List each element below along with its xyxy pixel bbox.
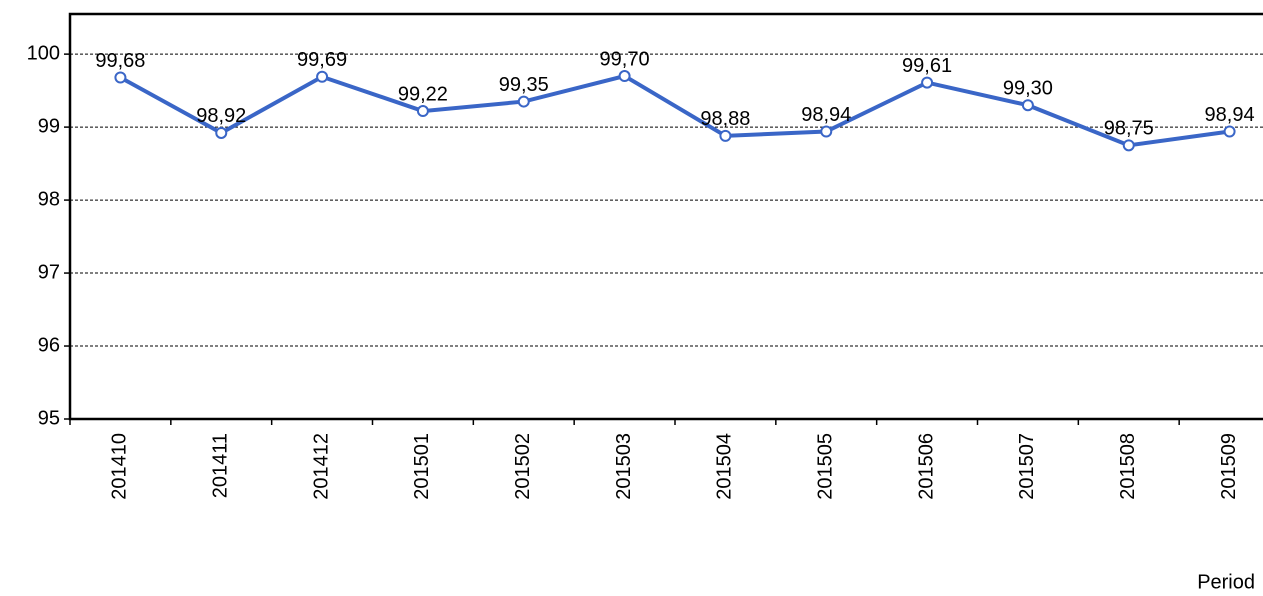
x-axis-label: Period (1197, 571, 1255, 593)
data-label: 99,22 (398, 83, 448, 105)
line (119, 73, 1230, 148)
data-label: 98,88 (700, 108, 750, 130)
marker (416, 105, 429, 118)
marker (215, 126, 228, 139)
y-tick-label: 97 (38, 261, 60, 283)
data-label: 99,35 (499, 74, 549, 96)
marker (820, 125, 833, 138)
data-label: 99,68 (95, 50, 145, 72)
marker (921, 76, 934, 89)
marker (1122, 139, 1135, 152)
y-tick-label: 98 (38, 188, 60, 210)
x-tick-label: 201501 (411, 433, 433, 500)
marker (1223, 125, 1236, 138)
y-tick-label: 96 (38, 334, 60, 356)
x-tick-label: 201505 (815, 433, 837, 500)
data-label: 98,92 (196, 105, 246, 127)
x-tick-label: 201506 (915, 433, 937, 500)
x-tick-label: 201410 (109, 433, 131, 500)
x-tick-label: 201509 (1218, 433, 1240, 500)
y-tick-label: 99 (38, 115, 60, 137)
x-tick-label: 201503 (613, 433, 635, 500)
x-tick-label: 201411 (210, 433, 232, 498)
y-tick-label: 100 (27, 42, 60, 64)
data-label: 99,69 (297, 49, 347, 71)
data-label: 99,30 (1003, 77, 1053, 99)
marker (316, 70, 329, 83)
plot-frame (68, 12, 1263, 421)
x-tick-label: 201412 (310, 433, 332, 500)
x-tick-label: 201507 (1016, 433, 1038, 500)
marker (719, 129, 732, 142)
x-tick-label: 201508 (1117, 433, 1139, 500)
data-label: 98,94 (801, 104, 851, 126)
data-label: 99,61 (902, 55, 952, 77)
marker (517, 95, 530, 108)
marker (114, 71, 127, 84)
y-tick-label: 95 (38, 407, 60, 429)
data-label: 98,94 (1205, 104, 1255, 126)
data-label: 98,75 (1104, 118, 1154, 140)
x-tick-label: 201504 (714, 433, 736, 500)
x-tick-label: 201502 (512, 433, 534, 500)
marker (1021, 99, 1034, 112)
marker (618, 70, 631, 83)
data-label: 99,70 (600, 48, 650, 70)
